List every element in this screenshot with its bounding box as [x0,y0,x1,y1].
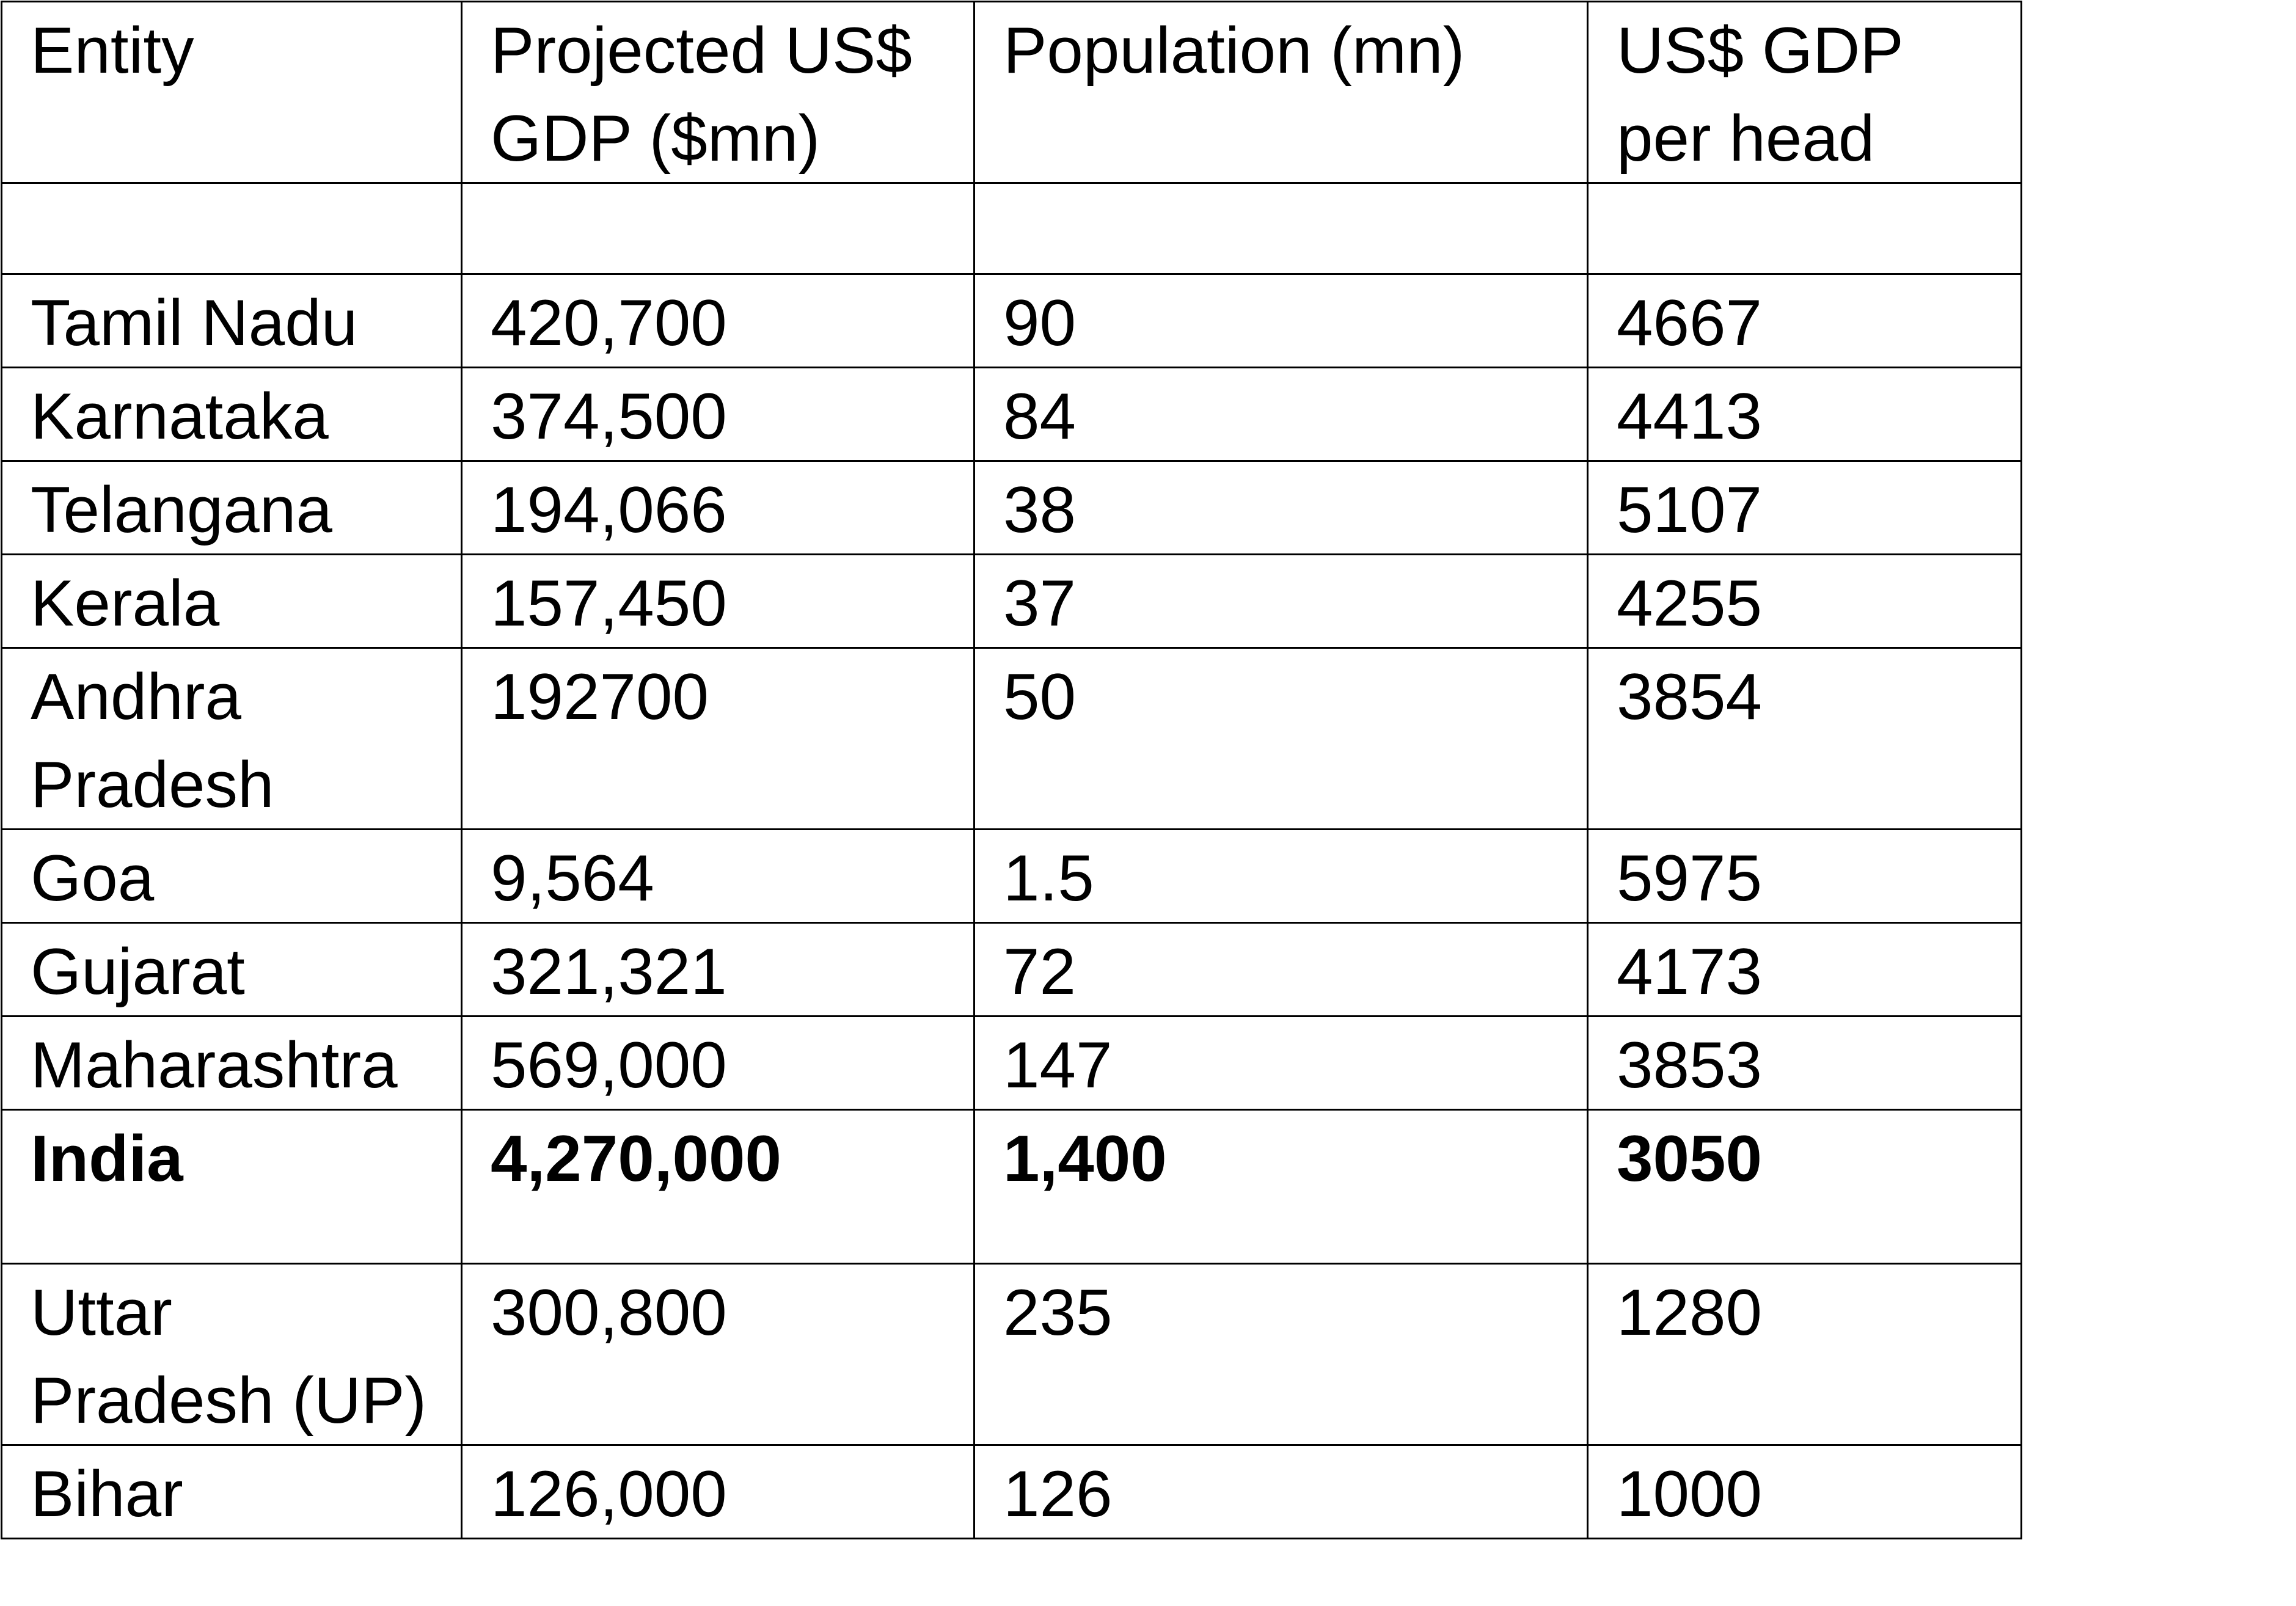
entity-name-line-1: Uttar [31,1276,172,1349]
gdp-table: Entity Projected US$ GDP ($mn) Populatio… [1,1,2022,1539]
gdp-cell: 157,450 [461,553,975,649]
entity-cell: Bihar [1,1444,462,1539]
table-row: Karnataka 374,500 84 4413 [1,367,2022,462]
entity-cell: Maharashtra [1,1015,462,1111]
entity-cell: Andhra Pradesh [1,647,462,830]
population-cell: 1.5 [973,828,1589,924]
header-per-head-line-1: US$ GDP [1617,13,1904,87]
blank-cell [1,182,462,275]
entity-cell: Kerala [1,553,462,649]
entity-name: India [31,1122,183,1195]
population-cell: 50 [973,647,1589,830]
population-cell: 126 [973,1444,1589,1539]
header-population-text: Population (mn) [1003,13,1465,87]
per-head-cell: 1280 [1587,1263,2022,1446]
header-gdp-line-1: Projected US$ [491,13,912,87]
table-row: Tamil Nadu 420,700 90 4667 [1,273,2022,368]
header-gdp-line-2: GDP ($mn) [491,101,821,175]
population-cell: 1,400 [973,1109,1589,1265]
table-row: Maharashtra 569,000 147 3853 [1,1015,2022,1111]
blank-row [1,182,2022,275]
entity-name: Kerala [31,566,220,640]
entity-name-line-2: Pradesh [31,748,274,821]
per-head-cell: 3853 [1587,1015,2022,1111]
population-cell: 37 [973,553,1589,649]
entity-name: Goa [31,841,155,914]
gdp-cell: 9,564 [461,828,975,924]
gdp-cell: 300,800 [461,1263,975,1446]
header-per-head: US$ GDP per head [1587,1,2022,184]
header-entity-text: Entity [31,13,194,87]
gdp-cell: 194,066 [461,460,975,555]
header-row: Entity Projected US$ GDP ($mn) Populatio… [1,1,2022,184]
entity-cell: Uttar Pradesh (UP) [1,1263,462,1446]
header-per-head-line-2: per head [1617,101,1875,175]
entity-name: Telangana [31,473,332,546]
population-cell: 235 [973,1263,1589,1446]
per-head-cell: 1000 [1587,1444,2022,1539]
table-row-total: India 4,270,000 1,400 3050 [1,1109,2022,1265]
blank-cell [973,182,1589,275]
gdp-cell: 374,500 [461,367,975,462]
population-cell: 38 [973,460,1589,555]
gdp-cell: 4,270,000 [461,1109,975,1265]
header-entity: Entity [1,1,462,184]
entity-name: Maharashtra [31,1028,398,1101]
per-head-cell: 3854 [1587,647,2022,830]
gdp-cell: 321,321 [461,922,975,1017]
per-head-cell: 3050 [1587,1109,2022,1265]
header-population: Population (mn) [973,1,1589,184]
table-row: Telangana 194,066 38 5107 [1,460,2022,555]
entity-name: Karnataka [31,379,329,453]
entity-name-line-1: Andhra [31,660,242,733]
per-head-cell: 5975 [1587,828,2022,924]
per-head-cell: 4173 [1587,922,2022,1017]
entity-name: Bihar [31,1457,183,1530]
table-row: Goa 9,564 1.5 5975 [1,828,2022,924]
gdp-cell: 420,700 [461,273,975,368]
population-cell: 72 [973,922,1589,1017]
entity-name: Gujarat [31,935,245,1008]
entity-cell: India [1,1109,462,1265]
entity-name: Tamil Nadu [31,286,358,359]
blank-cell [461,182,975,275]
table-row: Gujarat 321,321 72 4173 [1,922,2022,1017]
population-cell: 84 [973,367,1589,462]
entity-name-line-2: Pradesh (UP) [31,1363,427,1437]
entity-cell: Tamil Nadu [1,273,462,368]
table-row: Kerala 157,450 37 4255 [1,553,2022,649]
gdp-cell: 192700 [461,647,975,830]
table-row: Uttar Pradesh (UP) 300,800 235 1280 [1,1263,2022,1446]
per-head-cell: 4413 [1587,367,2022,462]
per-head-cell: 4667 [1587,273,2022,368]
entity-cell: Karnataka [1,367,462,462]
per-head-cell: 4255 [1587,553,2022,649]
entity-cell: Telangana [1,460,462,555]
gdp-cell: 569,000 [461,1015,975,1111]
population-cell: 147 [973,1015,1589,1111]
entity-cell: Goa [1,828,462,924]
table-row: Andhra Pradesh 192700 50 3854 [1,647,2022,830]
per-head-cell: 5107 [1587,460,2022,555]
blank-cell [1587,182,2022,275]
gdp-cell: 126,000 [461,1444,975,1539]
population-cell: 90 [973,273,1589,368]
entity-cell: Gujarat [1,922,462,1017]
header-gdp: Projected US$ GDP ($mn) [461,1,975,184]
table-row: Bihar 126,000 126 1000 [1,1444,2022,1539]
